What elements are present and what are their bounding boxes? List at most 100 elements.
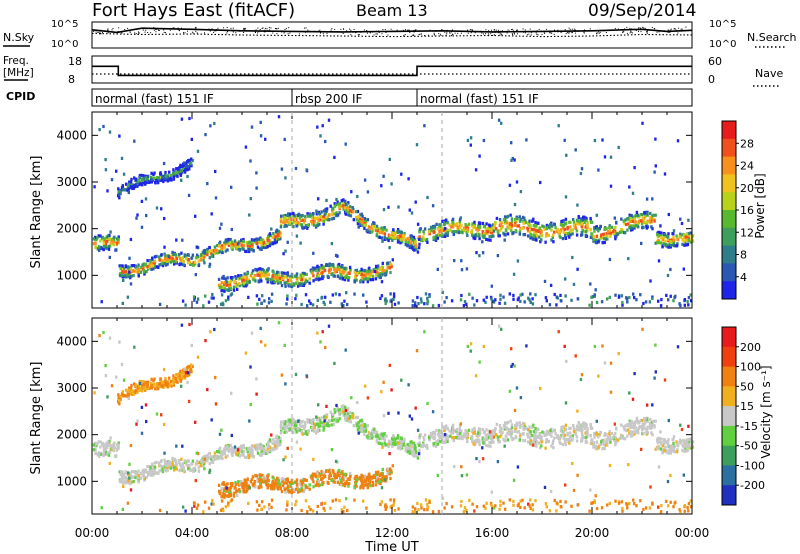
velocity-cell [250, 447, 253, 451]
power-cell [342, 201, 345, 205]
power-cell [348, 271, 351, 275]
power-cell [535, 238, 538, 242]
noise-point [264, 29, 266, 31]
power-cell [637, 225, 640, 229]
power-cell [478, 154, 481, 158]
velocity-cell [253, 446, 257, 450]
power-cell [645, 211, 649, 215]
velocity-cell [317, 479, 320, 483]
velocity-cell [223, 452, 226, 456]
velocity-cell [386, 467, 389, 471]
noise-point [269, 29, 271, 31]
velocity-cell [251, 475, 255, 479]
velocity-cell [274, 441, 277, 445]
power-cell [261, 294, 264, 298]
velocity-cell [490, 440, 493, 445]
power-cell [456, 225, 460, 229]
velocity-cell [471, 439, 474, 443]
power-cell [527, 221, 530, 226]
velocity-cell [436, 442, 439, 446]
power-cell [227, 243, 231, 247]
power-cell [431, 304, 435, 308]
power-cell [640, 241, 643, 245]
velocity-cell [314, 483, 317, 487]
velocity-cell [175, 467, 178, 471]
cpid-segment-label: rbsp 200 IF [295, 92, 362, 106]
velocity-cell [392, 434, 395, 438]
velocity-cell [385, 443, 388, 447]
power-cell [396, 229, 399, 234]
power-cell [264, 275, 267, 279]
power-cell [206, 250, 209, 254]
velocity-cell [226, 482, 229, 486]
noise-point [153, 26, 155, 28]
power-cell [672, 229, 676, 233]
velocity-cell [338, 417, 341, 421]
power-cell [342, 204, 345, 208]
power-cell [284, 249, 287, 253]
noise-point [155, 31, 157, 33]
power-cell [329, 204, 332, 208]
power-cell [127, 265, 130, 269]
noise-point [345, 31, 347, 33]
power-cell [466, 138, 470, 142]
power-cell [341, 265, 344, 269]
velocity-cell [300, 488, 304, 492]
noise-point [262, 27, 264, 29]
noise-point [493, 34, 495, 36]
noise-point [565, 33, 567, 35]
power-cell [138, 178, 141, 182]
velocity-cell [136, 476, 139, 480]
power-cell [396, 228, 400, 232]
power-cell [310, 213, 313, 217]
velocity-cell [462, 432, 466, 436]
velocity-cell [94, 447, 97, 451]
power-cell [360, 272, 364, 276]
noise-point [433, 33, 435, 35]
power-cell [667, 212, 670, 217]
power-cell [108, 244, 112, 248]
velocity-cell [242, 453, 245, 457]
velocity-cell [491, 432, 494, 436]
power-cell [640, 222, 644, 226]
power-cell [563, 233, 567, 237]
power-cell [498, 218, 502, 222]
velocity-cell [95, 444, 98, 448]
power-cell [242, 247, 245, 251]
power-cell [685, 232, 689, 237]
power-cell [344, 211, 347, 215]
power-cell [549, 222, 552, 227]
power-cell [345, 275, 348, 279]
velocity-cell [288, 427, 291, 431]
velocity-cell [409, 447, 412, 451]
power-cell [687, 296, 691, 300]
power-cell [208, 245, 211, 250]
velocity-cell [322, 428, 325, 432]
velocity-cell [153, 461, 157, 465]
power-cell [196, 253, 199, 257]
noise-point [376, 30, 378, 32]
power-cell [380, 236, 384, 240]
power-cell [266, 270, 269, 274]
velocity-cell [123, 480, 127, 484]
noise-point [440, 35, 442, 36]
power-cell [316, 125, 319, 129]
velocity-cell [244, 479, 247, 483]
power-cell [327, 218, 330, 222]
power-cell [363, 220, 366, 224]
velocity-cell [259, 476, 262, 480]
power-cell [490, 297, 493, 301]
velocity-cell [295, 480, 298, 484]
velocity-cell [374, 483, 378, 487]
velocity-cell [108, 450, 112, 454]
power-cell [171, 257, 174, 261]
power-cell [97, 245, 101, 249]
power-cell [547, 225, 550, 229]
velocity-cell [257, 446, 261, 450]
power-cell [441, 290, 444, 294]
power-cell [513, 158, 516, 162]
power-cell [582, 215, 585, 219]
velocity-cell [383, 432, 386, 436]
velocity-cell [485, 443, 488, 447]
noise-point [407, 29, 409, 31]
